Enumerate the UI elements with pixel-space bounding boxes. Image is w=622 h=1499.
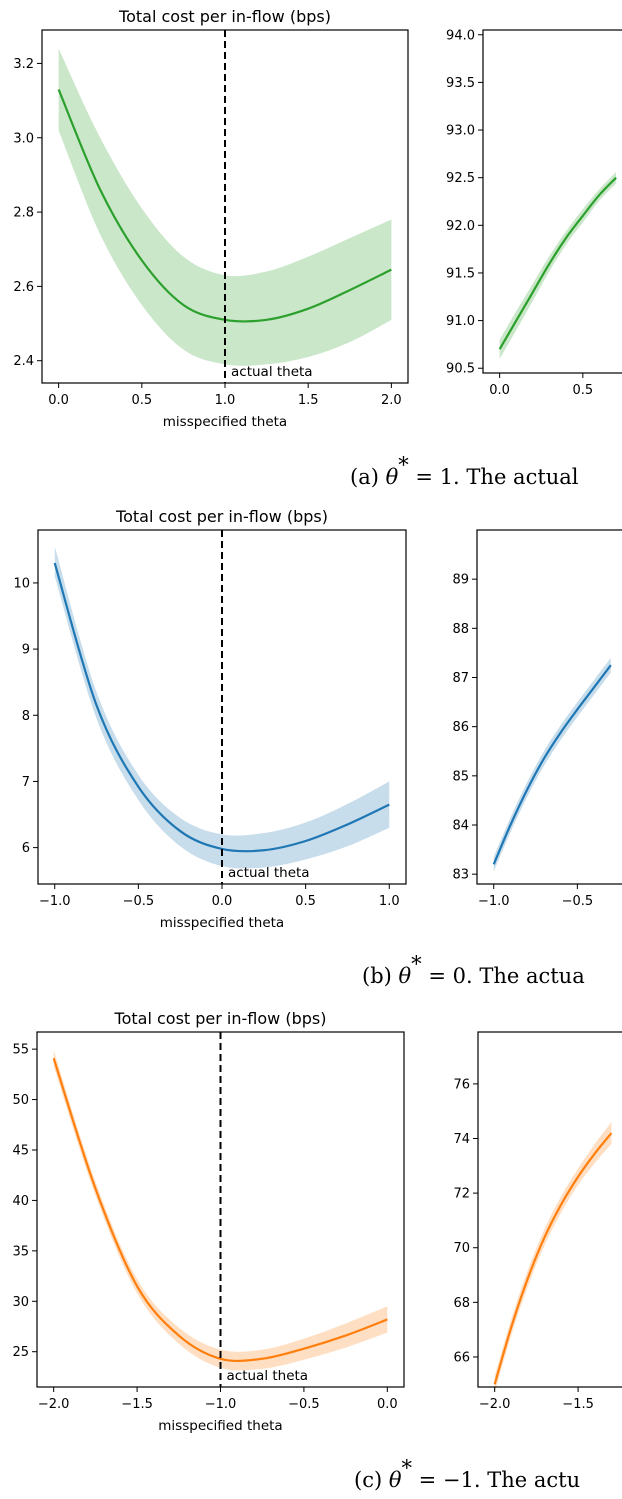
x-tick-label: 0.5 xyxy=(572,383,593,398)
plot-frame xyxy=(482,29,622,374)
y-tick-label: 25 xyxy=(12,1345,29,1360)
x-tick-label: 1.5 xyxy=(298,393,319,408)
x-tick-label: 0.0 xyxy=(212,894,233,909)
x-tick-label: 0.0 xyxy=(489,383,510,398)
y-tick-label: 50 xyxy=(12,1093,29,1108)
y-tick-label: 6 xyxy=(22,841,30,856)
x-axis-label: misspecified theta xyxy=(158,1418,282,1434)
x-tick-label: −2.0 xyxy=(479,1397,511,1412)
plot-frame xyxy=(476,529,622,885)
actual-theta-label: actual theta xyxy=(228,865,310,881)
chart-panel-5: Intern−2.0−1.5666870727476miss xyxy=(453,1031,622,1412)
y-tick-label: 87 xyxy=(452,671,469,686)
series-line xyxy=(492,664,612,865)
series-line xyxy=(498,176,617,350)
x-axis-label: misspecified theta xyxy=(163,414,287,430)
x-tick-label: 0.0 xyxy=(377,1397,398,1412)
y-tick-label: 66 xyxy=(453,1350,470,1365)
chart-title: Total cost per in-flow (bps) xyxy=(114,1009,327,1028)
confidence-band xyxy=(53,1050,388,1371)
y-tick-label: 7 xyxy=(22,775,30,790)
y-tick-label: 3.0 xyxy=(13,131,34,146)
y-tick-label: 88 xyxy=(452,622,469,637)
y-tick-label: 2.8 xyxy=(13,206,34,221)
y-tick-label: 68 xyxy=(453,1296,470,1311)
x-tick-label: −1.5 xyxy=(562,1397,594,1412)
chart-title: Total cost per in-flow (bps) xyxy=(115,507,328,526)
series-line xyxy=(53,562,390,853)
figure-caption: (c) θ* = −1. The actu xyxy=(354,1456,580,1492)
x-tick-label: −0.5 xyxy=(123,894,155,909)
series-line xyxy=(57,89,392,323)
chart-panel-2: Total cost per in-flow (bps) actual theta… xyxy=(13,507,407,931)
x-tick-label: −1.5 xyxy=(121,1397,153,1412)
chart-title: Total cost per in-flow (bps) xyxy=(118,7,331,26)
x-tick-label: −1.0 xyxy=(205,1397,237,1412)
x-tick-label: −1.0 xyxy=(478,894,510,909)
y-tick-label: 91.0 xyxy=(446,314,475,329)
actual-theta-label: actual theta xyxy=(231,364,313,380)
y-tick-label: 94.0 xyxy=(446,28,475,43)
y-tick-label: 30 xyxy=(12,1295,29,1310)
y-tick-label: 40 xyxy=(12,1194,29,1209)
y-tick-label: 86 xyxy=(452,720,469,735)
x-tick-label: 0.5 xyxy=(131,393,152,408)
figure-caption: (b) θ* = 0. The actua xyxy=(362,952,585,988)
y-tick-label: 91.5 xyxy=(446,266,475,281)
y-tick-label: 72 xyxy=(453,1187,470,1202)
x-tick-label: −0.5 xyxy=(562,894,594,909)
series-line xyxy=(52,1057,388,1363)
y-tick-label: 85 xyxy=(452,769,469,784)
y-tick-label: 93.0 xyxy=(446,124,475,139)
y-tick-label: 3.2 xyxy=(13,57,34,72)
chart-panel-3: Intern−1.0−0.583848586878889miss xyxy=(452,529,622,909)
confidence-band xyxy=(499,171,617,359)
y-tick-label: 9 xyxy=(22,643,30,658)
chart-panel-4: Total cost per in-flow (bps) actual theta… xyxy=(12,1009,405,1434)
x-tick-label: −2.0 xyxy=(38,1397,70,1412)
y-tick-label: 55 xyxy=(12,1043,29,1058)
chart-panel-1: Intern0.00.590.591.091.592.092.593.093.5… xyxy=(446,28,622,398)
figure-caption: (a) θ* = 1. The actual xyxy=(350,453,579,489)
y-tick-label: 74 xyxy=(453,1132,470,1147)
y-tick-label: 76 xyxy=(453,1077,470,1092)
x-tick-label: 0.5 xyxy=(295,894,316,909)
x-tick-label: −1.0 xyxy=(39,894,71,909)
y-tick-label: 92.5 xyxy=(446,171,475,186)
x-axis-label: misspecified theta xyxy=(160,915,284,931)
x-tick-label: 1.0 xyxy=(215,393,236,408)
y-tick-label: 90.5 xyxy=(446,362,475,377)
plot-frame xyxy=(477,1031,622,1388)
y-tick-label: 2.4 xyxy=(13,354,34,369)
y-tick-label: 10 xyxy=(13,576,30,591)
chart-panel-0: Total cost per in-flow (bps) actual theta… xyxy=(13,7,409,430)
y-tick-label: 83 xyxy=(452,868,469,883)
y-tick-label: 89 xyxy=(452,573,469,588)
actual-theta-label: actual theta xyxy=(227,1368,309,1384)
y-tick-label: 2.6 xyxy=(13,280,34,295)
series-line xyxy=(493,1132,613,1385)
x-tick-label: 2.0 xyxy=(381,393,402,408)
x-tick-label: −0.5 xyxy=(288,1397,320,1412)
y-tick-label: 70 xyxy=(453,1241,470,1256)
x-tick-label: 1.0 xyxy=(379,894,400,909)
x-tick-label: 0.0 xyxy=(48,393,69,408)
y-tick-label: 45 xyxy=(12,1143,29,1158)
y-tick-label: 92.0 xyxy=(446,219,475,234)
y-tick-label: 93.5 xyxy=(446,76,475,91)
y-tick-label: 84 xyxy=(452,819,469,834)
confidence-band xyxy=(494,1122,612,1393)
confidence-band xyxy=(58,48,392,366)
y-tick-label: 35 xyxy=(12,1244,29,1259)
y-tick-label: 8 xyxy=(22,709,30,724)
